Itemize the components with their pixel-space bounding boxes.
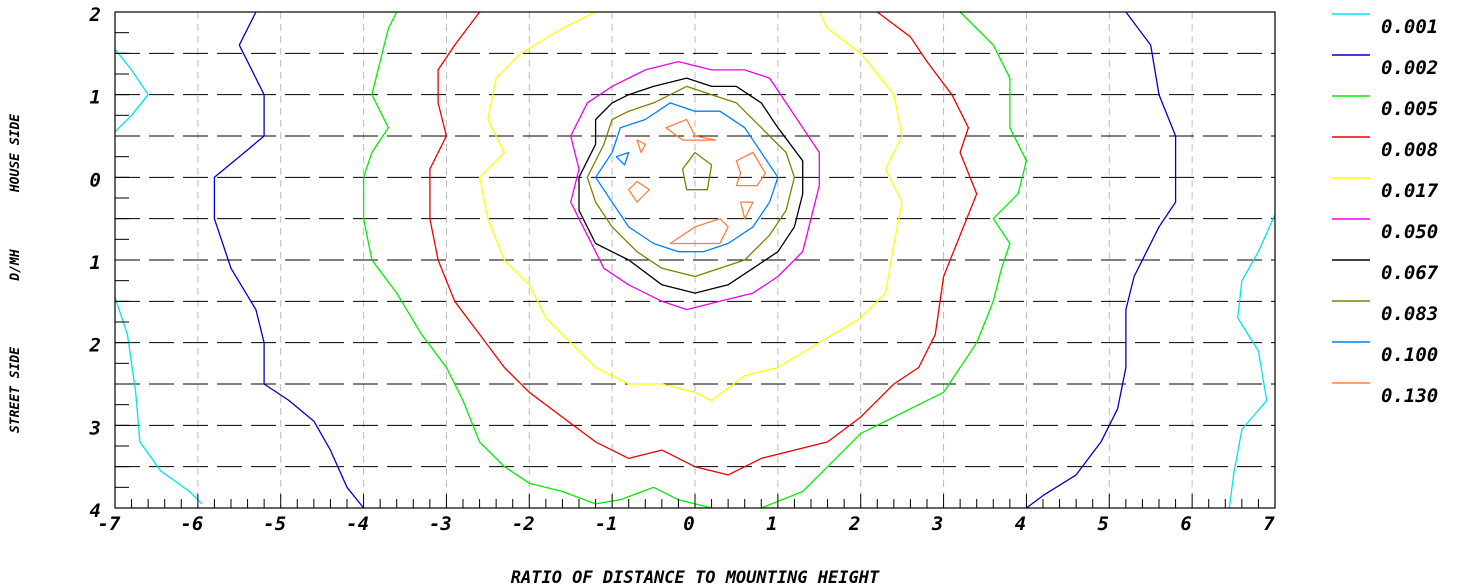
legend-label-0-067: 0.067: [1381, 262, 1439, 284]
x-tick-label: -4: [346, 513, 369, 535]
x-tick-label: 4: [1015, 513, 1026, 535]
legend-label-0-001: 0.001: [1381, 16, 1438, 38]
contour-line-0-005: [761, 11, 1028, 509]
contour-line-0-001: [1228, 214, 1276, 509]
legend-label-0-008: 0.008: [1381, 139, 1438, 161]
x-tick-label: -6: [180, 513, 203, 535]
legend-label-0-017: 0.017: [1381, 180, 1439, 202]
contour-line-0-130: [735, 151, 767, 187]
contour-lines: [114, 11, 1276, 509]
y-tick-label: 3: [89, 417, 101, 439]
contour-line-0-005: [362, 11, 712, 509]
contour-line-0-002: [213, 11, 365, 509]
contour-line-0-130: [665, 118, 717, 141]
x-tick-label: -7: [98, 513, 121, 535]
x-tick-label: -5: [263, 513, 286, 535]
contour-line-0-130: [636, 139, 646, 154]
contour-line-0-130: [739, 201, 754, 220]
x-axis-label: RATIO OF DISTANCE TO MOUNTING HEIGHT: [511, 568, 880, 585]
y-tick-label: 2: [89, 4, 101, 26]
y-tick-label: 2: [89, 335, 101, 357]
contour-line-0-100: [615, 151, 630, 166]
y-tick-label: 1: [90, 87, 101, 109]
x-tick-label: 7: [1263, 513, 1275, 535]
contour-line-0-002: [1026, 11, 1177, 509]
contour-line-0-083: [586, 85, 796, 278]
axes: -7 -6 -5 -4 -3 -2 -1 0 1 2 3 4 5 6 7 2 1 0 1 2 3 4: [89, 4, 1276, 535]
contour-line-0-130: [628, 180, 651, 203]
legend-label-0-002: 0.002: [1381, 57, 1438, 79]
contour-line-0-083: [681, 151, 713, 191]
contour-line-0-067: [578, 77, 804, 294]
x-tick-label: 5: [1098, 513, 1109, 535]
x-tick-label: 0: [683, 513, 694, 535]
x-tick-label: 2: [848, 513, 860, 535]
x-tick-label: 6: [1180, 513, 1191, 535]
y-tick-label: 4: [90, 500, 101, 522]
grid: [115, 12, 1275, 508]
contour-line-0-008: [429, 11, 978, 476]
legend: 0.001 0.002 0.005 0.008 0.017 0.050 0.067 0.083…: [1332, 13, 1439, 407]
legend-label-0-083: 0.083: [1381, 303, 1438, 325]
contour-line-0-130: [669, 218, 729, 245]
contour-line-0-100: [594, 102, 779, 253]
x-tick-label: -1: [595, 513, 618, 535]
x-tick-label: -3: [429, 513, 452, 535]
y-tick-label: 1: [90, 252, 101, 274]
legend-label-0-005: 0.005: [1381, 98, 1438, 120]
legend-label-0-130: 0.130: [1381, 385, 1438, 407]
contour-line-0-017: [478, 11, 903, 402]
x-tick-label: 1: [766, 513, 777, 535]
x-tick-label: 3: [931, 513, 943, 535]
contour-line-0-050: [570, 60, 820, 311]
contour-line-0-001: [114, 48, 149, 133]
legend-label-0-050: 0.050: [1381, 221, 1438, 243]
y-axis-label-units: D/MH: [8, 249, 23, 281]
legend-label-0-100: 0.100: [1381, 344, 1438, 366]
y-tick-label: 0: [90, 169, 101, 191]
y-axis-label-house: HOUSE SIDE: [8, 114, 23, 193]
y-axis-label-street: STREET SIDE: [8, 347, 23, 433]
contour-line-0-001: [114, 296, 203, 505]
x-tick-label: -2: [512, 513, 535, 535]
y-axis-label: STREET SIDE D/MH HOUSE SIDE: [8, 114, 23, 433]
